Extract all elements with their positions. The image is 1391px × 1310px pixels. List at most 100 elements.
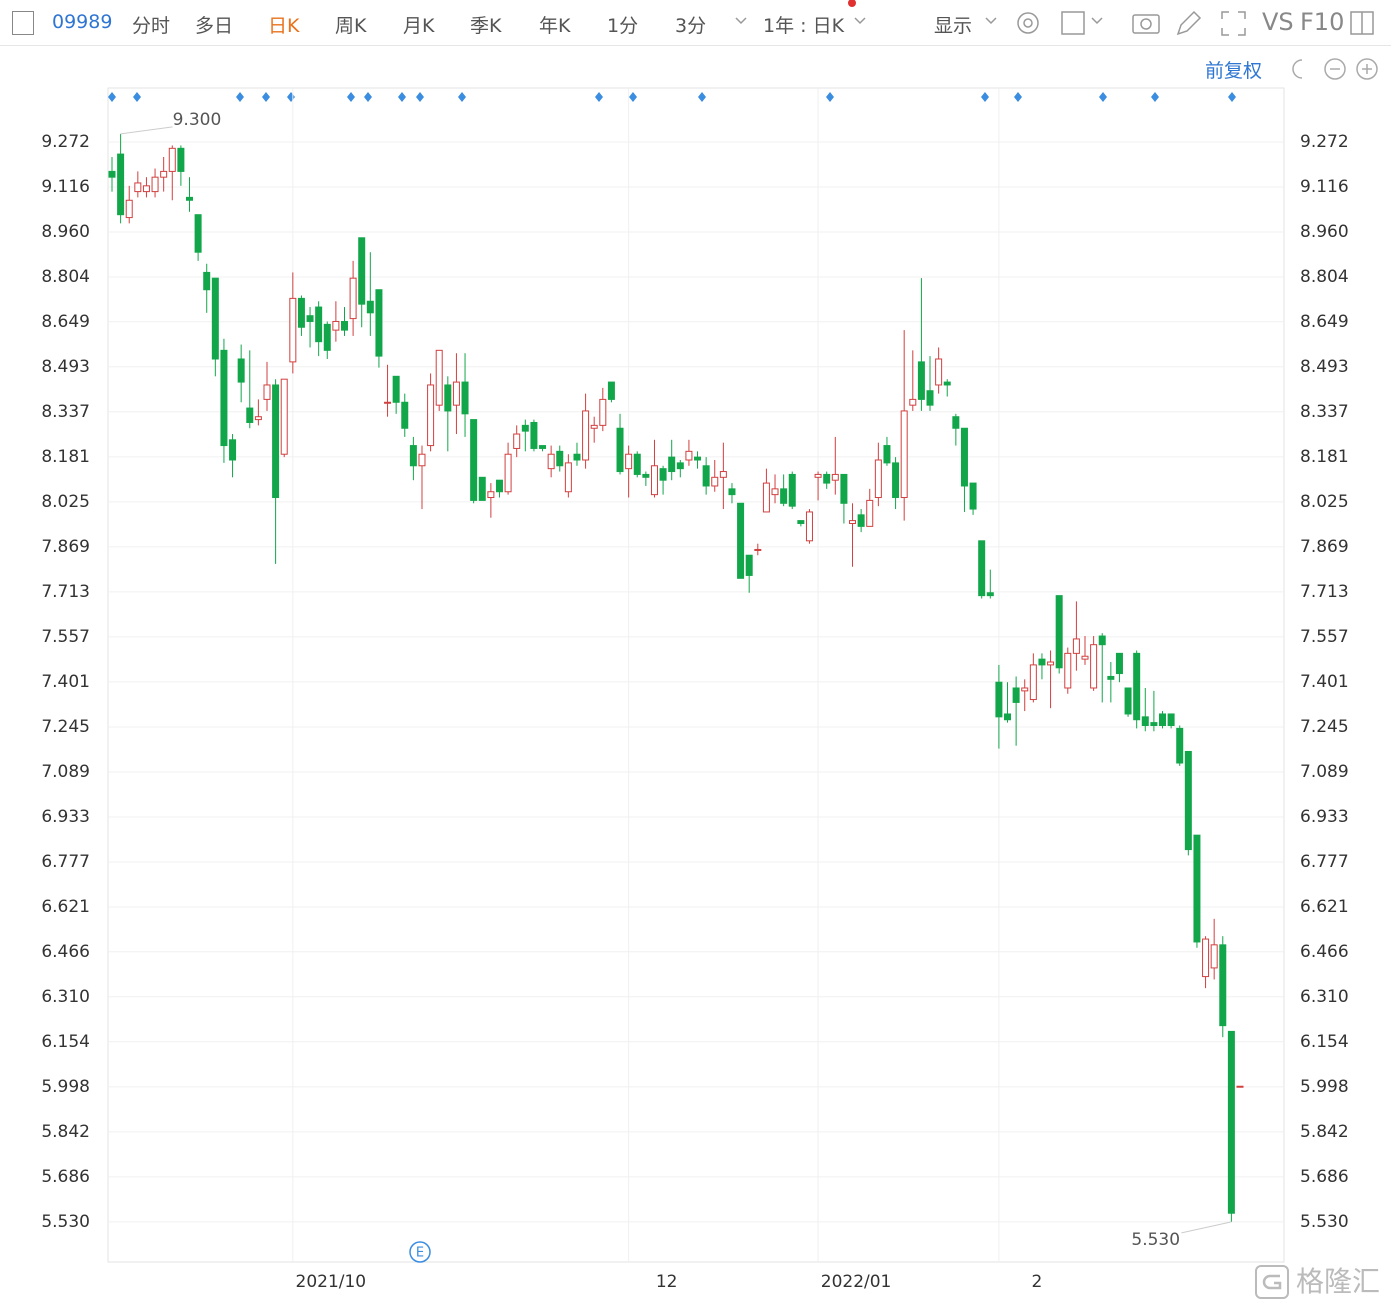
event-marker	[1014, 92, 1022, 102]
candle-body	[384, 401, 392, 404]
candle-body	[676, 462, 684, 470]
period-tab[interactable]: 季K	[470, 15, 502, 37]
period-tab[interactable]: 年K	[539, 15, 571, 37]
period-tab[interactable]: 多日	[195, 15, 234, 37]
event-marker	[398, 92, 406, 102]
candle-body	[616, 427, 624, 473]
y-tick-label: 7.557	[41, 627, 90, 647]
y-tick-label: 8.337	[41, 402, 90, 422]
candle-body	[883, 445, 891, 464]
f10-button[interactable]: F10	[1300, 8, 1345, 36]
candle-body	[1210, 944, 1218, 969]
y-tick-label-right: 8.025	[1300, 492, 1349, 512]
candle-body	[900, 410, 908, 499]
y-tick-label: 5.530	[41, 1212, 90, 1232]
candle-body	[1004, 713, 1012, 721]
y-tick-label-right: 8.181	[1300, 447, 1349, 467]
candle-body	[220, 349, 228, 447]
annotation-label: 9.300	[173, 110, 222, 130]
candle-body	[1124, 687, 1132, 715]
y-tick-label: 7.869	[41, 537, 90, 557]
event-icon[interactable]: E	[409, 1241, 431, 1263]
y-tick-label-right: 7.089	[1300, 762, 1349, 782]
event-marker	[108, 92, 116, 102]
y-tick-label-right: 7.869	[1300, 537, 1349, 557]
y-tick-label-right: 6.933	[1300, 807, 1349, 827]
stock-code[interactable]: 09989	[52, 11, 113, 33]
candle-body	[917, 361, 925, 400]
candle-body	[177, 147, 185, 172]
y-tick-label: 6.310	[41, 987, 90, 1007]
period-tab[interactable]: 月K	[403, 15, 435, 37]
period-tab[interactable]: 周K	[335, 15, 367, 37]
period-tab-active[interactable]: 日K	[268, 15, 300, 37]
candle-body	[1072, 638, 1080, 654]
candle-body	[478, 476, 486, 501]
y-tick-label-right: 8.804	[1300, 267, 1349, 287]
candle-body	[1159, 713, 1167, 727]
candle-body	[1150, 722, 1158, 727]
y-tick-label: 8.181	[41, 447, 90, 467]
plot-frame	[107, 87, 1285, 1263]
event-marker	[287, 92, 295, 102]
x-tick-label: 2021/10	[296, 1272, 367, 1292]
candle-body	[470, 419, 478, 501]
toolbar: 09989 分时 多日 日K 周K 月K 季K 年K 1分 3分 1年 : 日K…	[0, 0, 1391, 46]
candle-body	[892, 462, 900, 499]
y-tick-label-right: 6.310	[1300, 987, 1349, 1007]
candle-body	[960, 427, 968, 487]
y-tick-label: 8.960	[41, 222, 90, 242]
candle-body	[108, 170, 116, 178]
y-tick-label: 8.493	[41, 357, 90, 377]
y-tick-label-right: 5.686	[1300, 1167, 1349, 1187]
candle-body	[762, 482, 770, 513]
candle-body	[711, 476, 719, 487]
candle-body	[272, 384, 280, 499]
candle-body	[857, 514, 865, 527]
menu-icon[interactable]	[12, 11, 34, 35]
candle-body	[909, 398, 917, 406]
candle-body	[229, 439, 237, 461]
event-marker	[364, 92, 372, 102]
x-tick-label: 12	[656, 1272, 678, 1292]
event-marker	[981, 92, 989, 102]
y-tick-label: 5.998	[41, 1077, 90, 1097]
vs-button[interactable]: VS	[1262, 8, 1294, 36]
candle-body	[1055, 595, 1063, 669]
period-tab[interactable]: 1分	[607, 15, 639, 37]
candle-body	[1098, 635, 1106, 646]
candle-body	[728, 488, 736, 496]
y-tick-label: 9.116	[41, 177, 90, 197]
candle-body	[556, 450, 564, 467]
candle-body	[642, 473, 650, 478]
y-tick-label: 7.089	[41, 762, 90, 782]
candle-body	[866, 499, 874, 527]
candle-body	[487, 491, 495, 499]
candle-body	[495, 479, 503, 493]
candle-body	[125, 199, 133, 219]
period-tab[interactable]: 分时	[132, 15, 171, 37]
event-marker	[416, 92, 424, 102]
candle-body	[1133, 652, 1141, 721]
candle-body	[521, 424, 529, 432]
candle-body	[582, 410, 590, 461]
candle-body	[1107, 675, 1115, 680]
candle-body	[323, 323, 331, 351]
y-tick-label-right: 7.557	[1300, 627, 1349, 647]
y-tick-label: 7.713	[41, 582, 90, 602]
svg-text:E: E	[416, 1246, 424, 1261]
candle-body	[788, 473, 796, 507]
y-tick-label-right: 8.337	[1300, 402, 1349, 422]
range-select[interactable]: 1年 : 日K	[763, 15, 845, 37]
candle-body	[349, 277, 357, 320]
candle-body	[160, 170, 168, 178]
period-tab[interactable]: 3分	[675, 15, 707, 37]
event-marker	[458, 92, 466, 102]
watermark: 格隆汇	[1296, 1265, 1380, 1298]
candle-body	[1047, 661, 1055, 666]
adjust-select[interactable]: 前复权	[1205, 60, 1263, 82]
annotation-leader	[1181, 1221, 1232, 1234]
display-select[interactable]: 显示	[934, 15, 973, 37]
y-tick-label: 5.842	[41, 1122, 90, 1142]
candle-body	[392, 375, 400, 403]
